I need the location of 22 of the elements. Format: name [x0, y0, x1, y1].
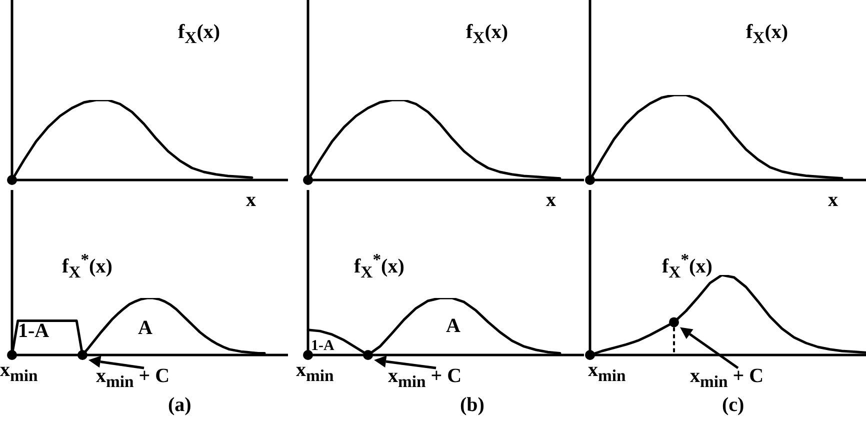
text: (c)	[722, 394, 744, 416]
annotation: 1-A	[18, 320, 50, 342]
text: x$_{min}$	[588, 359, 626, 385]
annotation: A	[138, 317, 152, 339]
x-axis-title: x	[546, 189, 556, 211]
text: x$_{min}$ + C	[690, 365, 764, 391]
text: x$_{min}$	[296, 359, 334, 385]
chart-title: f$_{X}$(x)	[746, 21, 788, 47]
chart-title: f$_{X}$$^{*}$(x)	[662, 250, 712, 282]
x-axis-title: x	[246, 189, 256, 211]
text: x$_{min}$	[0, 359, 38, 385]
chart-title: f$_{X}$(x)	[466, 21, 508, 47]
chart-title: f$_{X}$(x)	[178, 21, 220, 47]
annotation: A	[446, 315, 460, 337]
text: (a)	[168, 394, 192, 416]
chart-title: f$_{X}$$^{*}$(x)	[354, 250, 404, 282]
text: (b)	[460, 394, 484, 416]
text: x$_{min}$ + C	[96, 365, 170, 391]
annotation: 1-A	[311, 338, 334, 354]
chart-title: f$_{X}$$^{*}$(x)	[62, 250, 112, 282]
text: x$_{min}$ + C	[388, 365, 462, 391]
x-axis-title: x	[828, 189, 838, 211]
